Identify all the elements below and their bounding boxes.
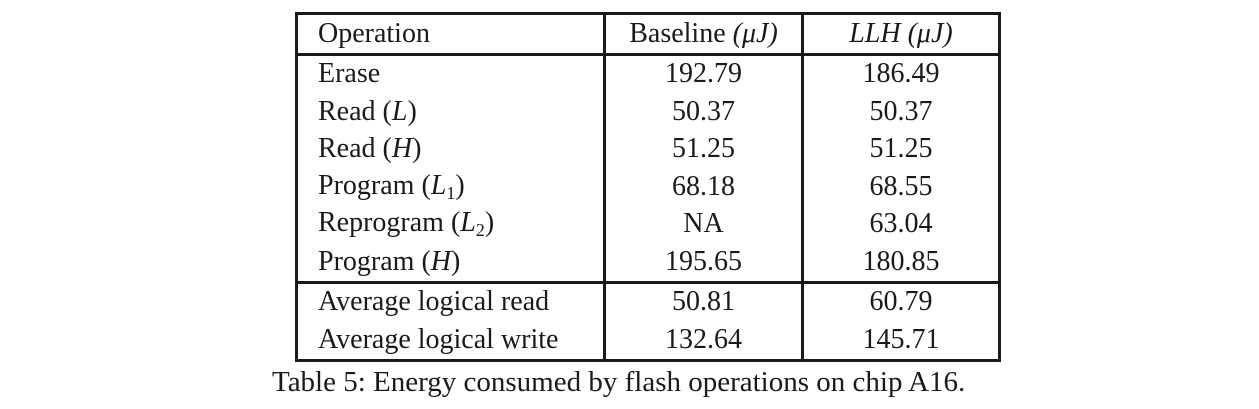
operation-argument: L <box>460 207 476 239</box>
header-llh-name: LLH <box>849 17 901 49</box>
baseline-cell: 50.37 <box>604 93 804 131</box>
baseline-cell: 195.65 <box>604 243 804 282</box>
llh-cell: 50.37 <box>869 95 933 127</box>
operation-argument: H <box>430 245 451 277</box>
operation-subscript: 2 <box>475 220 485 241</box>
operation-cell: Average logical write <box>296 321 606 360</box>
baseline-cell: 51.25 <box>604 130 804 168</box>
operation-name: Read <box>318 133 376 165</box>
operation-name: Read <box>318 95 376 127</box>
operation-name: Average logical write <box>318 323 559 355</box>
llh-cell: 51.25 <box>869 133 933 165</box>
caption-label: Table 5: <box>272 366 366 398</box>
llh-cell: 180.85 <box>862 245 940 277</box>
table-row: Read (H) 51.25 51.25 <box>296 130 1000 168</box>
table-header-row: Operation Baseline (μJ) LLH (μJ) <box>296 13 1000 55</box>
operation-argument: H <box>391 133 413 165</box>
operation-subscript: 1 <box>446 182 456 203</box>
llh-cell: 60.79 <box>869 286 933 318</box>
operation-cell: Erase <box>296 54 606 93</box>
header-baseline-unit: (μJ) <box>732 17 778 49</box>
header-baseline: Baseline (μJ) <box>604 13 804 54</box>
operation-cell: Read (H) <box>296 130 606 168</box>
table-row: Read (L) 50.37 50.37 <box>296 93 1000 131</box>
header-llh: LLH (μJ) <box>803 14 1000 55</box>
operation-cell: Read (L) <box>296 93 606 131</box>
table-row: Program (L1) 68.18 68.55 <box>296 168 1000 206</box>
llh-cell: 186.49 <box>862 58 940 90</box>
llh-cell: 68.55 <box>869 170 933 202</box>
baseline-cell: 132.64 <box>604 321 804 360</box>
operation-name: Average logical read <box>318 286 550 318</box>
table-row: Average logical write 132.64 145.71 <box>296 321 1000 360</box>
table-row: Erase 192.79 186.49 <box>296 54 1000 93</box>
baseline-cell: 68.18 <box>604 168 804 206</box>
operation-argument: L <box>430 169 447 201</box>
operation-cell: Program (H) <box>296 243 606 282</box>
energy-table: Operation Baseline (μJ) LLH (μJ) Erase 1… <box>295 12 1001 362</box>
operation-cell: Average logical read <box>296 282 606 321</box>
table-caption: Table 5: Energy consumed by flash operat… <box>272 366 965 399</box>
table-row: Program (H) 195.65 180.85 <box>296 243 1000 282</box>
operation-cell: Reprogram (L2) <box>296 205 606 243</box>
operation-name: Erase <box>318 58 381 90</box>
table-row: Reprogram (L2) NA 63.04 <box>296 205 1000 243</box>
energy-table-container: Operation Baseline (μJ) LLH (μJ) Erase 1… <box>295 12 1001 362</box>
caption-text: Energy consumed by flash operations on c… <box>373 366 966 398</box>
operation-cell: Program (L1) <box>296 168 606 206</box>
baseline-cell: NA <box>604 205 804 243</box>
header-baseline-name: Baseline <box>629 17 726 49</box>
operation-name: Program <box>318 245 415 277</box>
llh-cell: 145.71 <box>862 323 940 355</box>
operation-name: Program <box>318 169 415 201</box>
baseline-cell: 192.79 <box>604 54 804 93</box>
header-operation: Operation <box>296 13 606 54</box>
baseline-cell: 50.81 <box>604 282 804 321</box>
llh-cell: 63.04 <box>869 208 933 240</box>
operation-argument: L <box>391 95 408 127</box>
operation-name: Reprogram <box>318 207 444 239</box>
table-row: Average logical read 50.81 60.79 <box>296 282 1000 321</box>
header-llh-unit: (μJ) <box>907 17 953 49</box>
